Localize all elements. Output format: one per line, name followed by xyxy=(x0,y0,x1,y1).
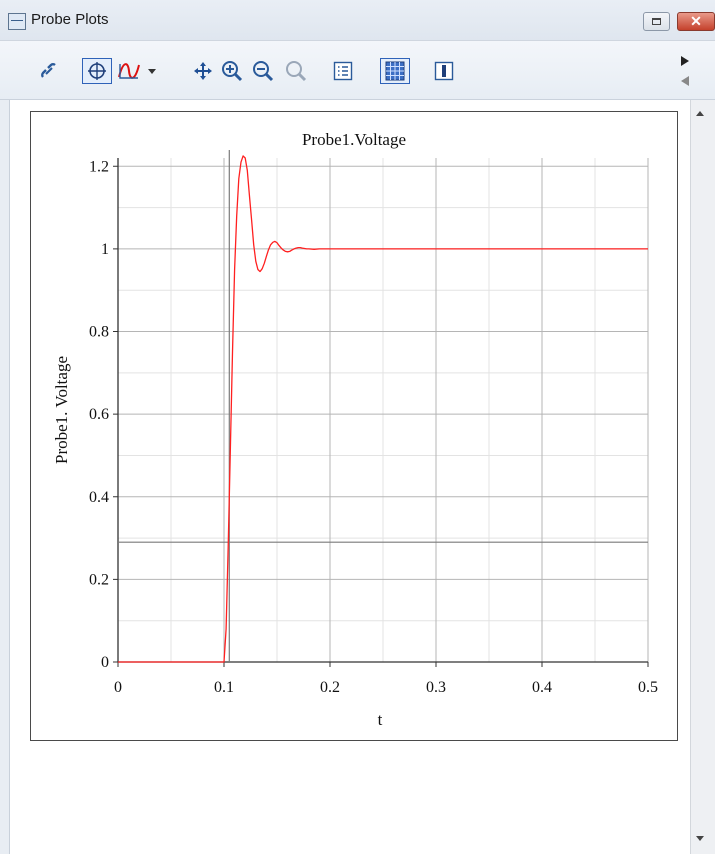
zoom-out-icon[interactable] xyxy=(250,58,276,84)
y-tick-label: 1 xyxy=(101,241,109,258)
series-line xyxy=(118,155,648,663)
x-tick-label: 0.5 xyxy=(638,679,658,696)
restore-icon xyxy=(652,18,661,25)
link-icon[interactable] xyxy=(35,58,63,84)
toolbar-expand-icon[interactable] xyxy=(681,56,689,66)
legend-icon[interactable] xyxy=(331,58,355,84)
chart-title: Probe1.Voltage xyxy=(302,130,406,149)
x-tick-label: 0.3 xyxy=(426,679,446,696)
y-tick-label: 0 xyxy=(101,654,109,671)
plot-area[interactable]: 0 0.1 0.2 0.3 0.4 0.5 0 0.2 0.4 0.6 0.8 1 1.2 Probe1.… xyxy=(30,111,678,741)
toolbar xyxy=(0,41,715,100)
app-icon xyxy=(8,13,26,30)
title-bar: Probe Plots ✕ xyxy=(0,0,715,41)
zoom-in-icon[interactable] xyxy=(219,58,245,84)
x-tick-label: 0.2 xyxy=(320,679,340,696)
line-chart[interactable]: 0 0.1 0.2 0.3 0.4 0.5 0 0.2 0.4 0.6 0.8 1 1.2 Probe1.… xyxy=(31,112,677,740)
y-axis-label: Probe1. Voltage xyxy=(52,356,71,464)
curve-icon[interactable] xyxy=(115,58,143,84)
x-tick-label: 0.1 xyxy=(214,679,234,696)
left-border xyxy=(0,100,10,854)
vertical-scrollbar[interactable] xyxy=(690,100,715,854)
scroll-up-icon[interactable] xyxy=(696,111,704,116)
y-tick-label: 0.4 xyxy=(89,489,109,506)
y-tick-label: 0.2 xyxy=(89,571,109,588)
cursor-icon[interactable] xyxy=(433,58,455,84)
y-tick-label: 0.8 xyxy=(89,324,109,341)
x-axis-label: t xyxy=(378,710,383,729)
grid-icon[interactable] xyxy=(380,58,410,84)
restore-button[interactable] xyxy=(643,12,670,31)
close-icon: ✕ xyxy=(690,13,702,29)
dropdown-arrow-icon[interactable] xyxy=(145,58,159,84)
zoom-fit-icon[interactable] xyxy=(283,58,309,84)
close-button[interactable]: ✕ xyxy=(677,12,715,31)
y-tick-label: 1.2 xyxy=(89,158,109,175)
pan-icon[interactable] xyxy=(191,58,215,84)
x-tick-label: 0 xyxy=(114,679,122,696)
y-tick-label: 0.6 xyxy=(89,406,109,423)
scroll-down-icon[interactable] xyxy=(696,836,704,841)
toolbar-collapse-icon[interactable] xyxy=(681,76,689,86)
window-title: Probe Plots xyxy=(31,11,109,28)
x-tick-label: 0.4 xyxy=(532,679,552,696)
crosshair-icon[interactable] xyxy=(82,58,112,84)
